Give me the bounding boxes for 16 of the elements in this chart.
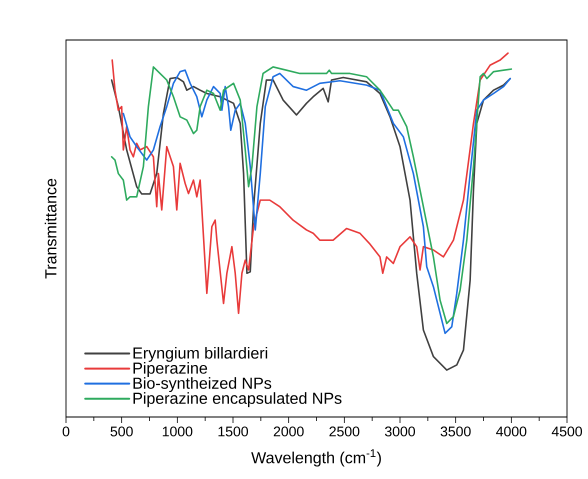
x-tick-label: 1500 — [218, 426, 248, 436]
x-axis-title: Wavelength (cm$^{-1}$) — [251, 449, 381, 467]
x-tick-label: 4000 — [496, 426, 526, 436]
x-tick-label: 1000 — [162, 426, 192, 436]
x-tick-label: 2500 — [329, 426, 360, 436]
x-tick-label: 2000 — [274, 426, 304, 436]
legend-label: Bio-syntheized NPs — [134, 377, 272, 392]
x-tick-label: 3000 — [384, 426, 416, 436]
legend-label: Eryngium billardieri — [134, 346, 268, 362]
x-tick-label: 3500 — [440, 426, 471, 436]
legend-label: Piperazine — [134, 362, 208, 377]
y-axis-title: Transmittance — [44, 178, 56, 279]
x-tick-label: 0 — [62, 426, 70, 436]
x-tick-label: 4500 — [552, 426, 582, 436]
legend-label: Piperazine encapsulated NPs — [134, 392, 342, 408]
x-tick-label: 500 — [110, 426, 133, 436]
